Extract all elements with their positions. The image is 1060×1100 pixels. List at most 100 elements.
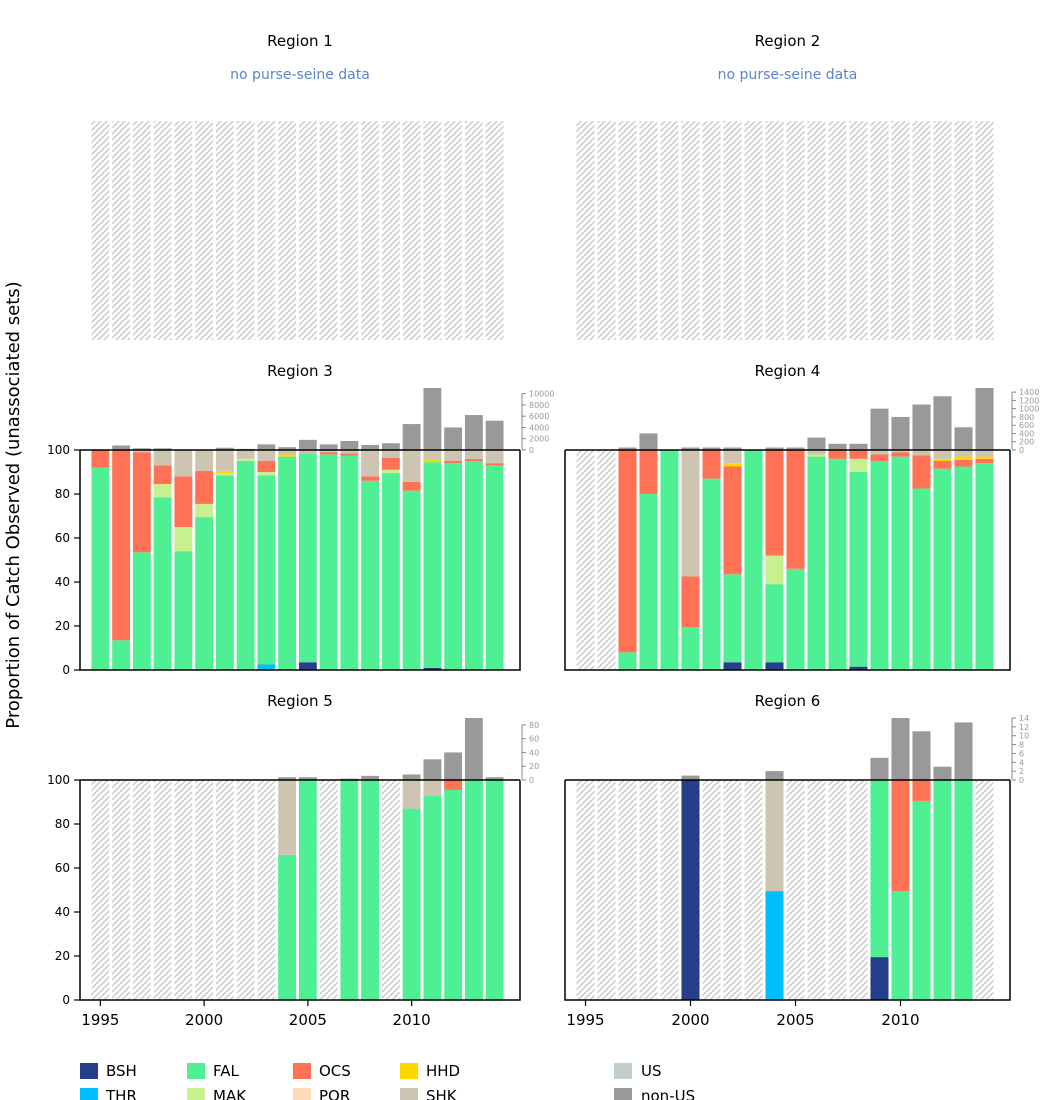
- total-tick-label: 800: [1019, 413, 1034, 422]
- legend-label-thr: THR: [105, 1087, 137, 1100]
- no-data-note: no purse-seine data: [230, 67, 370, 83]
- bar-segment-ocs: [891, 452, 910, 457]
- bar-segment-fal: [340, 455, 359, 670]
- total-bar: [423, 388, 442, 450]
- bar-segment-fal: [91, 467, 110, 670]
- total-tick-label: 12: [1019, 723, 1029, 732]
- no-data-hatch: [195, 780, 214, 1000]
- x-tick-label: 1995: [566, 1011, 604, 1029]
- bar-segment-mak: [257, 472, 276, 476]
- total-tick-label: 600: [1019, 421, 1034, 430]
- total-bar: [153, 448, 172, 450]
- bar-segment-ocs: [828, 450, 847, 459]
- bar-segment-fal: [485, 465, 504, 670]
- bar-segment-fal: [340, 780, 359, 1000]
- total-tick-label: 0: [1019, 446, 1024, 455]
- legend-label-non-us: non-US: [641, 1087, 695, 1100]
- no-data-hatch: [807, 780, 826, 1000]
- total-tick-label: 8: [1019, 741, 1024, 750]
- no-data-hatch: [744, 780, 763, 1000]
- bar-segment-fal: [702, 478, 721, 670]
- bar-segment-ocs: [954, 459, 973, 467]
- y-tick-label: 80: [55, 487, 70, 501]
- bar-segment-fal: [215, 475, 234, 670]
- bar-segment-shk: [975, 450, 994, 457]
- no-data-hatch: [132, 780, 151, 1000]
- total-tick-label: 40: [529, 748, 539, 757]
- bar-segment-shk: [340, 450, 359, 454]
- y-tick-label: 40: [55, 905, 70, 919]
- bar-segment-ocs: [849, 450, 868, 459]
- no-data-hatch: [576, 450, 595, 670]
- bar-segment-fal: [765, 584, 784, 663]
- total-bar: [278, 777, 297, 780]
- total-bar: [444, 752, 463, 780]
- bar-segment-shk: [298, 450, 317, 454]
- bar-segment-hhd: [954, 456, 973, 460]
- bar-segment-fal: [423, 795, 442, 1000]
- no-data-hatch: [702, 780, 721, 1000]
- axes-frame: [564, 780, 1011, 1001]
- total-bar: [618, 447, 637, 450]
- panel-title: Region 3: [267, 362, 333, 380]
- total-tick-label: 60: [529, 735, 539, 744]
- bar-segment-fal: [723, 574, 742, 663]
- total-bar: [361, 775, 380, 780]
- total-bar: [954, 722, 973, 780]
- panel-region-3: Region 3 0 20 40 60 80 100 0 2000 4000 6000 8000 100…: [47, 362, 554, 677]
- total-bar: [278, 447, 297, 450]
- bar-segment-fal: [464, 780, 483, 1000]
- total-bar: [828, 443, 847, 450]
- bar-segment-hhd: [215, 470, 234, 474]
- panels: Region 1 no purse-seine data Region 2 no pu…: [47, 32, 1039, 1029]
- legend-label-mak: MAK: [213, 1087, 247, 1100]
- no-data-hatch: [723, 121, 742, 340]
- total-bar: [639, 433, 658, 450]
- no-data-hatch: [597, 450, 616, 670]
- total-tick-label: 80: [529, 721, 539, 730]
- legend-swatch-por: [293, 1088, 311, 1100]
- no-data-hatch: [195, 121, 214, 340]
- bar-segment-fal: [402, 490, 421, 670]
- bar-segment-hhd: [933, 458, 952, 461]
- total-bar: [298, 777, 317, 780]
- bar-segment-mak: [807, 454, 826, 457]
- total-bar: [702, 447, 721, 450]
- bar-segment-fal: [681, 627, 700, 670]
- bar-segment-fal: [381, 473, 400, 670]
- bar-segment-hhd: [975, 456, 994, 459]
- bar-segment-fal: [912, 800, 931, 1000]
- total-bar: [381, 443, 400, 450]
- bar-segment-shk: [681, 450, 700, 577]
- y-tick-label: 100: [47, 443, 70, 457]
- legend-label-fal: FAL: [213, 1062, 240, 1080]
- total-tick-label: 0: [529, 776, 534, 785]
- total-bar: [215, 447, 234, 450]
- panel-region-5: Region 5 0 20 40 60 80 100 0 20 40 60 80 1995 2000 200…: [47, 692, 539, 1029]
- total-bar: [402, 774, 421, 780]
- total-tick-label: 6000: [529, 412, 549, 421]
- bar-segment-fal: [786, 568, 805, 670]
- bar-segment-shk: [215, 450, 234, 471]
- bar-segment-bsh: [849, 666, 868, 670]
- bar-segment-ocs: [340, 453, 359, 456]
- legend-swatch-bsh: [80, 1063, 98, 1079]
- y-tick-label: 20: [55, 619, 70, 633]
- bar-segment-ocs: [195, 470, 214, 504]
- no-data-hatch: [444, 121, 463, 340]
- no-data-hatch: [91, 121, 110, 340]
- total-bar: [485, 420, 504, 450]
- bar-segment-shk: [723, 450, 742, 464]
- bar-segment-shk: [132, 450, 151, 453]
- no-data-hatch: [618, 121, 637, 340]
- bar-segment-mak: [153, 484, 172, 498]
- total-tick-label: 200: [1019, 438, 1034, 447]
- bar-segment-ocs: [870, 454, 889, 461]
- bar-segment-shk: [912, 450, 931, 456]
- bar-segment-ocs: [618, 450, 637, 653]
- bar-segment-hhd: [723, 463, 742, 467]
- bar-segment-fal: [257, 475, 276, 665]
- bar-segment-mak: [236, 458, 255, 461]
